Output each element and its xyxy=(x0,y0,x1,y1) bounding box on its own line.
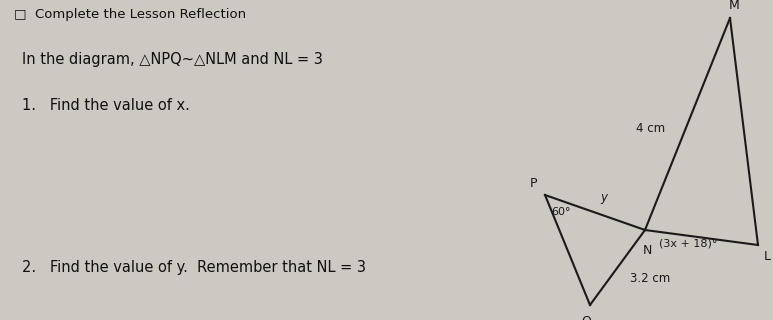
Text: N: N xyxy=(643,244,652,257)
Text: L: L xyxy=(764,250,771,263)
Text: (3x + 18)°: (3x + 18)° xyxy=(659,238,717,248)
Text: M: M xyxy=(729,0,740,12)
Text: 1.   Find the value of x.: 1. Find the value of x. xyxy=(22,98,190,113)
Text: 2.   Find the value of y.  Remember that NL = 3: 2. Find the value of y. Remember that NL… xyxy=(22,260,366,275)
Text: 4 cm: 4 cm xyxy=(636,123,666,135)
Text: 60°: 60° xyxy=(551,207,570,217)
Text: □  Complete the Lesson Reflection: □ Complete the Lesson Reflection xyxy=(14,8,246,21)
Text: y: y xyxy=(600,191,607,204)
Text: In the diagram, △NPQ~△NLM and NL = 3: In the diagram, △NPQ~△NLM and NL = 3 xyxy=(22,52,323,67)
Text: 3.2 cm: 3.2 cm xyxy=(629,273,669,285)
Text: Q: Q xyxy=(581,315,591,320)
Text: P: P xyxy=(530,177,537,190)
